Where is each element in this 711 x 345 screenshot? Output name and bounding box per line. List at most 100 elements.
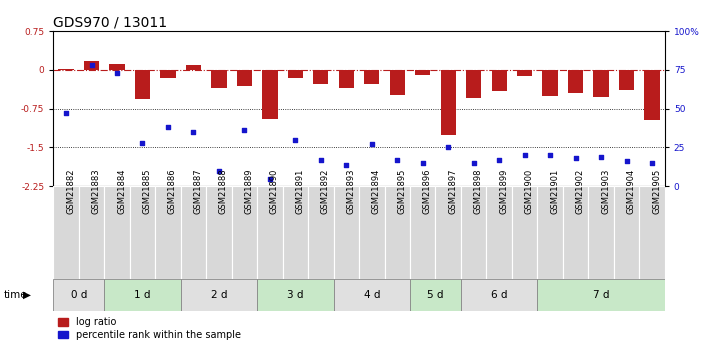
Point [646, 160, 658, 166]
Bar [491, 70, 507, 90]
Point [112, 70, 123, 76]
Point [493, 157, 505, 163]
Bar [181, 186, 206, 279]
Bar [109, 64, 124, 70]
Text: ▶: ▶ [23, 290, 31, 300]
Text: GSM21892: GSM21892 [321, 168, 330, 214]
Text: GSM21891: GSM21891 [295, 168, 304, 214]
Bar [283, 186, 308, 279]
Text: GSM21894: GSM21894 [372, 168, 381, 214]
Text: 3 d: 3 d [287, 290, 304, 300]
Bar [614, 186, 639, 279]
Point [239, 128, 250, 133]
Bar [594, 70, 609, 97]
Text: GSM21882: GSM21882 [66, 168, 75, 214]
Bar [129, 186, 155, 279]
Bar [186, 65, 201, 70]
Bar [338, 70, 354, 88]
Bar [517, 70, 533, 76]
Text: GSM21884: GSM21884 [117, 168, 126, 214]
Bar [435, 186, 461, 279]
Text: GSM21900: GSM21900 [525, 168, 534, 214]
Text: GDS970 / 13011: GDS970 / 13011 [53, 16, 168, 30]
Bar [105, 279, 181, 311]
Bar [461, 186, 486, 279]
Text: GSM21899: GSM21899 [499, 168, 508, 214]
Bar [415, 70, 430, 75]
Text: GSM21886: GSM21886 [168, 168, 177, 214]
Text: GSM21898: GSM21898 [474, 168, 483, 214]
Text: 5 d: 5 d [427, 290, 444, 300]
Bar [288, 70, 303, 78]
Text: GSM21883: GSM21883 [92, 168, 100, 214]
Point [162, 125, 173, 130]
Point [442, 145, 454, 150]
Bar [385, 186, 410, 279]
Text: GSM21890: GSM21890 [270, 168, 279, 214]
Point [392, 157, 403, 163]
Bar [512, 186, 538, 279]
Point [315, 157, 326, 163]
Bar [206, 186, 232, 279]
Text: 1 d: 1 d [134, 290, 151, 300]
Bar [237, 70, 252, 87]
Text: GSM21895: GSM21895 [397, 168, 406, 214]
Bar [644, 70, 660, 120]
Bar [359, 186, 385, 279]
Point [188, 129, 199, 135]
Bar [333, 186, 359, 279]
Bar [410, 186, 435, 279]
Text: GSM21903: GSM21903 [601, 168, 610, 214]
Bar [333, 279, 410, 311]
Point [341, 162, 352, 167]
Point [468, 160, 479, 166]
Point [137, 140, 148, 146]
Point [621, 159, 632, 164]
Point [289, 137, 301, 142]
Bar [58, 69, 74, 70]
Text: 7 d: 7 d [593, 290, 609, 300]
Bar [257, 186, 283, 279]
Legend: log ratio, percentile rank within the sample: log ratio, percentile rank within the sa… [58, 317, 241, 340]
Bar [619, 70, 634, 89]
Text: GSM21901: GSM21901 [550, 168, 559, 214]
Text: 4 d: 4 d [363, 290, 380, 300]
Point [519, 152, 530, 158]
Point [417, 160, 429, 166]
Bar [538, 186, 563, 279]
Bar [155, 186, 181, 279]
Text: GSM21905: GSM21905 [652, 168, 661, 214]
Text: GSM21887: GSM21887 [193, 168, 203, 214]
Bar [364, 70, 380, 85]
Bar [563, 186, 589, 279]
Bar [211, 70, 227, 88]
Bar [135, 70, 150, 99]
Point [213, 168, 225, 174]
Bar [466, 70, 481, 98]
Text: 6 d: 6 d [491, 290, 508, 300]
Bar [308, 186, 333, 279]
Bar [257, 279, 333, 311]
Bar [313, 70, 328, 85]
Point [570, 156, 582, 161]
Text: GSM21893: GSM21893 [346, 168, 356, 214]
Point [264, 176, 276, 181]
Bar [53, 279, 105, 311]
Bar [542, 70, 557, 96]
Bar [84, 61, 99, 70]
Text: GSM21897: GSM21897 [448, 168, 457, 214]
Bar [390, 70, 405, 95]
Bar [53, 186, 79, 279]
Text: time: time [4, 290, 27, 300]
Text: GSM21885: GSM21885 [142, 168, 151, 214]
Text: GSM21889: GSM21889 [245, 168, 253, 214]
Bar [79, 186, 105, 279]
Bar [639, 186, 665, 279]
Bar [589, 186, 614, 279]
Text: GSM21902: GSM21902 [576, 168, 584, 214]
Point [366, 141, 378, 147]
Text: GSM21888: GSM21888 [219, 168, 228, 214]
Point [60, 110, 72, 116]
Bar [105, 186, 129, 279]
Bar [486, 186, 512, 279]
